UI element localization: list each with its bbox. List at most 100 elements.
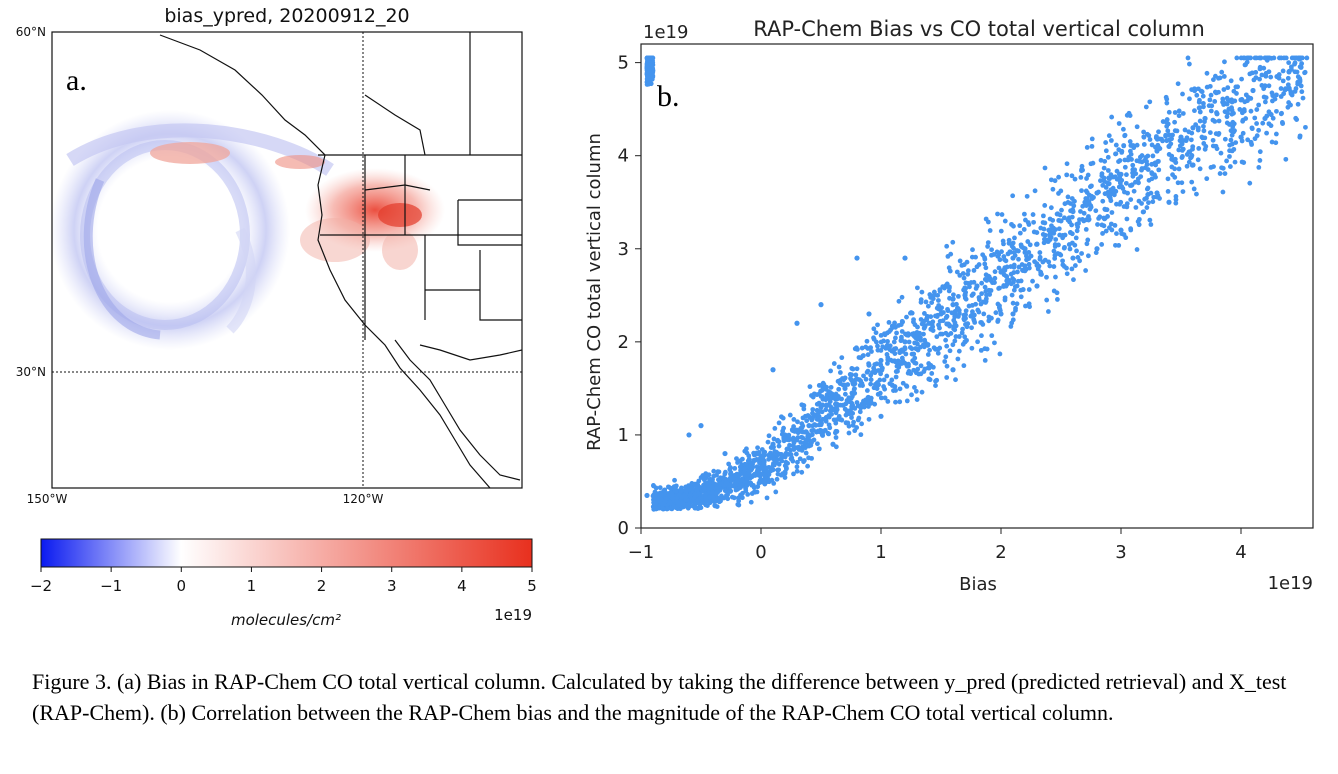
scatter-point (1061, 215, 1067, 221)
scatter-point (944, 343, 950, 349)
scatter-point (1084, 176, 1089, 181)
scatter-point (891, 346, 897, 352)
scatter-point (1186, 129, 1192, 135)
scatter-point (758, 465, 764, 471)
scatter-point (878, 395, 884, 401)
panel-b-label: b. (657, 80, 680, 113)
scatter-point (984, 278, 990, 283)
scatter-point (923, 299, 929, 305)
scatter-point (1149, 142, 1155, 148)
scatter-point (1166, 132, 1172, 138)
scatter-point (802, 429, 807, 435)
scatter-point (914, 346, 920, 352)
scatter-point (866, 416, 872, 422)
scatter-point (1164, 123, 1170, 129)
scatter-point (899, 355, 905, 361)
scatter-point (937, 325, 942, 331)
scatter-point (945, 306, 950, 312)
scatter-point (797, 456, 803, 462)
scatter-point (693, 483, 698, 489)
scatter-point (826, 422, 832, 428)
scatter-point (1052, 178, 1058, 184)
scatter-point (783, 459, 789, 465)
scatter-point (722, 450, 728, 457)
scatter-point (1124, 201, 1130, 206)
scatter-point (1121, 143, 1127, 149)
scatter-point (776, 443, 782, 449)
scatter-point (1234, 55, 1240, 61)
scatter-point (790, 428, 795, 433)
scatter-point (836, 413, 842, 419)
scatter-point (1278, 111, 1284, 117)
scatter-point (922, 311, 927, 316)
scatter-point (892, 351, 898, 356)
scatter-point (849, 400, 855, 406)
scatter-point (963, 280, 969, 286)
scatter-point (1299, 89, 1305, 95)
scatter-axes: −1 0 1 2 3 4 0 1 2 3 4 5 (618, 53, 1247, 563)
scatter-point (1262, 99, 1268, 105)
scatter-point (937, 345, 943, 351)
scatter-point (1280, 68, 1286, 74)
scatter-point (986, 318, 992, 324)
scatter-point (1056, 226, 1062, 232)
scatter-point (776, 420, 782, 426)
scatter-point (1046, 259, 1052, 265)
scatter-point (759, 471, 765, 477)
scatter-point (1114, 168, 1120, 174)
scatter-point (811, 437, 817, 443)
scatter-point (1172, 119, 1178, 125)
scatter-point (674, 499, 680, 504)
scatter-point (884, 373, 890, 379)
scatter-point (1248, 108, 1254, 114)
scatter-point (930, 319, 936, 325)
scatter-point (859, 345, 865, 351)
scatter-point (1003, 258, 1009, 264)
scatter-point (979, 280, 985, 286)
panel-a-title: bias_ypred, 20200912_20 (164, 5, 409, 27)
scatter-point (827, 408, 833, 414)
scatter-point (1054, 297, 1060, 302)
scatter-point (869, 349, 874, 354)
scatter-point (1069, 266, 1075, 272)
scatter-point (902, 339, 908, 345)
scatter-point (868, 381, 874, 387)
scatter-point (1022, 250, 1028, 255)
scatter-point (683, 484, 689, 490)
scatter-point (931, 345, 937, 351)
scatter-point (873, 330, 879, 336)
scatter-point (1239, 76, 1244, 82)
scatter-point (753, 457, 758, 463)
scatter-point (975, 339, 980, 345)
scatter-point (1241, 107, 1247, 112)
scatter-point (1234, 91, 1239, 96)
scatter-point (1028, 253, 1034, 259)
scatter-point (1221, 102, 1226, 107)
scatter-point (997, 308, 1003, 314)
scatter-point (1280, 78, 1286, 84)
scatter-point (705, 503, 710, 508)
scatter-point (1228, 137, 1234, 143)
scatter-point (940, 318, 946, 324)
scatter-point (1136, 158, 1142, 164)
scatter-point (899, 329, 905, 334)
scatter-point (1109, 210, 1115, 215)
scatter-point (1180, 111, 1186, 116)
scatter-point (1241, 160, 1247, 165)
scatter-point (1133, 205, 1139, 210)
scatter-point (781, 425, 786, 431)
scatter-point (1232, 159, 1238, 165)
scatter-point (989, 247, 994, 253)
scatter-point (882, 332, 888, 338)
scatter-point (1030, 212, 1036, 217)
scatter-point (1026, 261, 1032, 267)
scatter-point (1134, 247, 1140, 252)
scatter-point (919, 389, 925, 395)
scatter-point (999, 249, 1004, 255)
scatter-point (803, 450, 809, 456)
scatter-point (1121, 204, 1127, 209)
scatter-point (798, 439, 804, 445)
scatter-point (1105, 154, 1111, 160)
scatter-point (995, 317, 1001, 323)
scatter-point (1169, 153, 1175, 159)
